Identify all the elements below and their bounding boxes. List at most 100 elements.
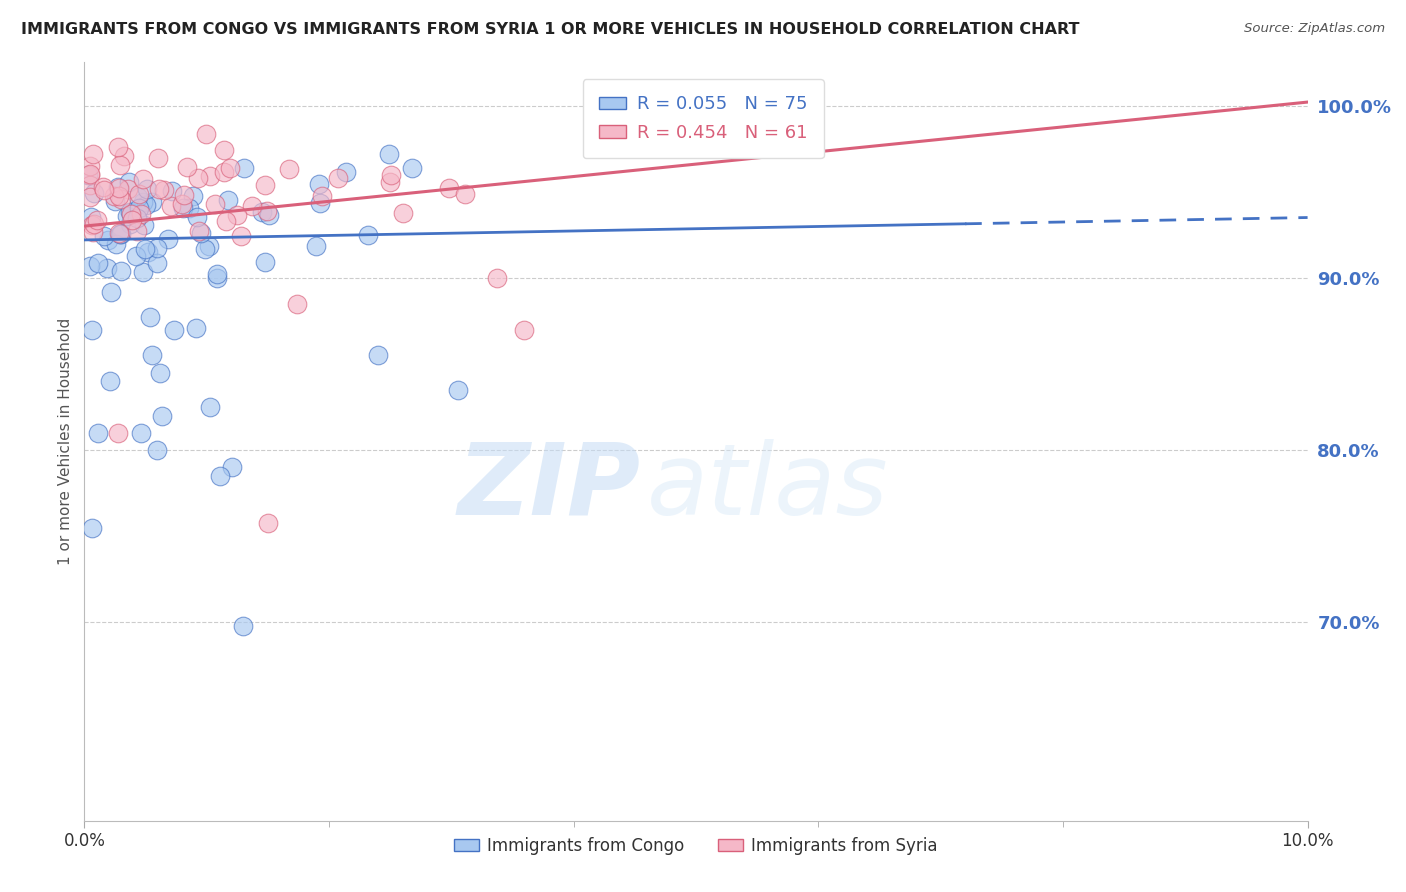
- Point: [197, 239, 219, 253]
- Point: [134, 243, 156, 257]
- Point: [107, 140, 129, 154]
- Point: [125, 224, 148, 238]
- Point: [118, 217, 141, 231]
- Point: [367, 348, 389, 362]
- Point: [311, 189, 333, 203]
- Point: [117, 182, 139, 196]
- Point: [135, 197, 157, 211]
- Text: IMMIGRANTS FROM CONGO VS IMMIGRANTS FROM SYRIA 1 OR MORE VEHICLES IN HOUSEHOLD C: IMMIGRANTS FROM CONGO VS IMMIGRANTS FROM…: [21, 22, 1080, 37]
- Point: [186, 210, 208, 224]
- Point: [194, 128, 217, 142]
- Point: [77, 168, 100, 182]
- Point: [212, 143, 235, 157]
- Text: Source: ZipAtlas.com: Source: ZipAtlas.com: [1244, 22, 1385, 36]
- Point: [198, 169, 221, 183]
- Y-axis label: 1 or more Vehicles in Household: 1 or more Vehicles in Household: [58, 318, 73, 566]
- Point: [254, 178, 277, 192]
- Point: [132, 265, 155, 279]
- Point: [87, 255, 110, 269]
- Point: [305, 239, 328, 253]
- Point: [80, 210, 103, 224]
- Point: [357, 227, 380, 242]
- Text: atlas: atlas: [647, 439, 889, 535]
- Point: [378, 175, 401, 189]
- Point: [447, 383, 470, 397]
- Point: [125, 249, 148, 263]
- Point: [79, 168, 101, 182]
- Point: [118, 175, 141, 189]
- Point: [83, 217, 105, 231]
- Point: [82, 225, 104, 239]
- Point: [148, 152, 170, 166]
- Point: [170, 197, 193, 211]
- Point: [205, 267, 228, 281]
- Point: [134, 218, 156, 232]
- Point: [112, 149, 135, 163]
- Point: [392, 206, 415, 220]
- Point: [204, 197, 226, 211]
- Point: [212, 165, 235, 179]
- Point: [256, 204, 278, 219]
- Point: [335, 165, 357, 179]
- Point: [97, 233, 120, 247]
- Point: [98, 374, 121, 388]
- Point: [121, 213, 143, 227]
- Point: [96, 261, 118, 276]
- Point: [120, 205, 142, 219]
- Point: [79, 178, 101, 193]
- Point: [110, 227, 132, 242]
- Point: [103, 188, 125, 202]
- Text: ZIP: ZIP: [458, 439, 641, 535]
- Point: [104, 194, 127, 208]
- Point: [253, 254, 276, 268]
- Point: [115, 209, 138, 223]
- Point: [82, 147, 104, 161]
- Point: [176, 160, 198, 174]
- Point: [131, 207, 153, 221]
- Point: [86, 212, 108, 227]
- Point: [79, 190, 101, 204]
- Point: [110, 264, 132, 278]
- Point: [437, 181, 460, 195]
- Point: [188, 224, 211, 238]
- Point: [160, 184, 183, 198]
- Point: [104, 236, 127, 251]
- Point: [150, 409, 173, 423]
- Point: [80, 322, 103, 336]
- Point: [218, 161, 240, 176]
- Point: [156, 232, 179, 246]
- Point: [128, 201, 150, 215]
- Point: [285, 296, 308, 310]
- Point: [107, 425, 129, 440]
- Point: [93, 229, 115, 244]
- Point: [91, 180, 114, 194]
- Point: [194, 243, 217, 257]
- Point: [146, 241, 169, 255]
- Point: [132, 195, 155, 210]
- Point: [378, 146, 401, 161]
- Point: [240, 199, 263, 213]
- Legend: Immigrants from Congo, Immigrants from Syria: Immigrants from Congo, Immigrants from S…: [447, 830, 945, 862]
- Point: [209, 469, 232, 483]
- Point: [79, 167, 101, 181]
- Point: [136, 244, 159, 259]
- Point: [160, 199, 183, 213]
- Point: [107, 179, 129, 194]
- Point: [217, 193, 239, 207]
- Point: [513, 322, 536, 336]
- Point: [181, 189, 204, 203]
- Point: [215, 214, 238, 228]
- Point: [108, 189, 131, 203]
- Point: [308, 177, 330, 191]
- Point: [110, 192, 132, 206]
- Point: [146, 443, 169, 458]
- Point: [108, 158, 131, 172]
- Point: [87, 425, 110, 440]
- Point: [129, 425, 152, 440]
- Point: [128, 186, 150, 201]
- Point: [141, 195, 163, 210]
- Point: [454, 186, 477, 201]
- Point: [187, 171, 209, 186]
- Point: [149, 366, 172, 380]
- Point: [146, 256, 169, 270]
